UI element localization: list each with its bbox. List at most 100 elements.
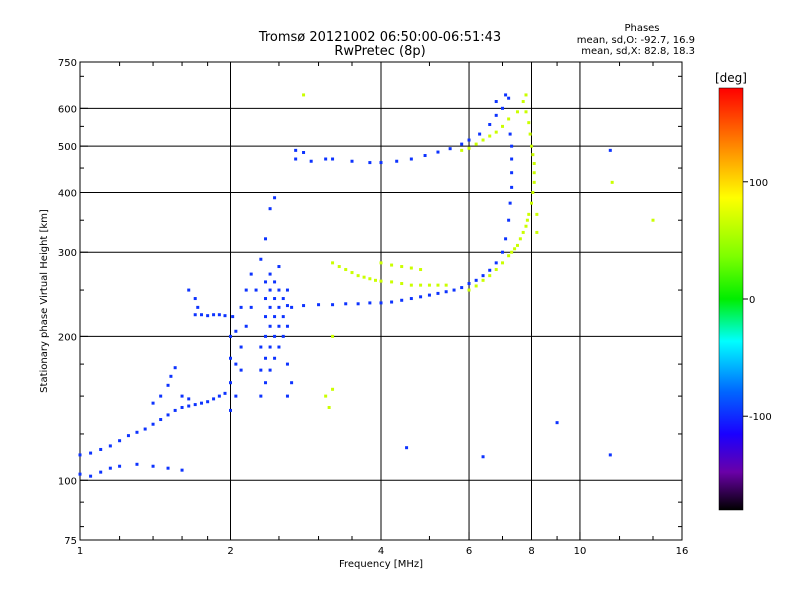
o-mode-point bbox=[501, 106, 505, 110]
x-tick-label: 6 bbox=[466, 546, 472, 557]
o-mode-point bbox=[118, 464, 122, 468]
o-mode-point bbox=[277, 324, 281, 328]
x-mode-point bbox=[390, 280, 394, 284]
o-mode-point bbox=[180, 468, 184, 472]
o-mode-point bbox=[395, 159, 399, 163]
o-mode-point bbox=[460, 286, 464, 290]
o-mode-point bbox=[206, 314, 210, 318]
o-mode-point bbox=[324, 157, 328, 161]
x-mode-point bbox=[501, 124, 505, 128]
o-mode-point bbox=[173, 366, 177, 370]
o-mode-point bbox=[494, 100, 498, 104]
o-mode-point bbox=[467, 282, 471, 286]
data-points bbox=[78, 93, 655, 478]
o-mode-point bbox=[143, 427, 147, 431]
x-mode-point bbox=[331, 261, 335, 265]
o-mode-point bbox=[159, 394, 163, 398]
o-mode-point bbox=[409, 297, 413, 301]
o-mode-point bbox=[268, 368, 272, 372]
x-mode-point bbox=[518, 237, 522, 241]
o-mode-point bbox=[187, 288, 191, 292]
o-mode-point bbox=[488, 123, 492, 127]
o-mode-point bbox=[273, 280, 277, 284]
o-mode-point bbox=[126, 434, 130, 438]
o-mode-point bbox=[273, 315, 277, 319]
o-mode-point bbox=[108, 444, 112, 448]
x-mode-point bbox=[532, 161, 536, 165]
o-mode-point bbox=[344, 302, 348, 306]
minor-ticks bbox=[80, 62, 682, 540]
x-mode-point bbox=[531, 153, 535, 157]
o-mode-point bbox=[281, 297, 285, 301]
o-mode-point bbox=[277, 288, 281, 292]
o-mode-point bbox=[436, 150, 440, 154]
y-tick-label: 500 bbox=[58, 142, 77, 153]
o-mode-point bbox=[229, 334, 232, 338]
o-mode-point bbox=[302, 150, 306, 154]
o-mode-point bbox=[504, 93, 508, 97]
o-mode-point bbox=[200, 401, 204, 405]
o-mode-point bbox=[608, 148, 612, 152]
o-mode-point bbox=[166, 383, 170, 387]
o-mode-point bbox=[223, 391, 227, 395]
y-tick-label: 75 bbox=[64, 536, 77, 547]
y-tick-label: 600 bbox=[58, 104, 77, 115]
x-mode-point bbox=[481, 278, 485, 282]
o-mode-point bbox=[294, 157, 298, 161]
o-mode-point bbox=[99, 470, 103, 474]
o-mode-point bbox=[193, 313, 197, 317]
x-mode-point bbox=[467, 146, 471, 150]
o-mode-point bbox=[501, 250, 505, 254]
o-mode-point bbox=[264, 297, 268, 301]
o-mode-point bbox=[481, 274, 485, 278]
x-mode-point bbox=[521, 230, 525, 234]
x-mode-point bbox=[409, 266, 413, 270]
o-mode-point bbox=[166, 413, 170, 417]
x-mode-point bbox=[531, 190, 535, 194]
o-mode-point bbox=[494, 113, 498, 117]
o-mode-point bbox=[436, 291, 440, 295]
o-mode-point bbox=[212, 313, 216, 317]
o-mode-point bbox=[481, 455, 485, 459]
x-mode-point bbox=[524, 93, 528, 97]
x-mode-point bbox=[530, 201, 533, 205]
o-mode-point bbox=[259, 345, 263, 349]
x-tick-label: 16 bbox=[676, 546, 689, 557]
o-mode-point bbox=[196, 305, 200, 309]
o-mode-point bbox=[294, 148, 298, 152]
x-mode-point bbox=[379, 261, 383, 265]
o-mode-point bbox=[405, 446, 409, 450]
o-mode-point bbox=[244, 288, 248, 292]
colorbar-tick-label: -100 bbox=[749, 412, 772, 423]
x-mode-point bbox=[467, 288, 471, 292]
y-tick-label: 750 bbox=[58, 58, 77, 69]
o-mode-point bbox=[379, 161, 383, 165]
x-mode-point bbox=[444, 283, 448, 287]
x-mode-point bbox=[419, 268, 423, 272]
o-mode-point bbox=[193, 403, 197, 407]
x-mode-point bbox=[368, 277, 372, 281]
o-mode-point bbox=[302, 304, 306, 308]
o-mode-point bbox=[290, 381, 294, 385]
o-mode-point bbox=[504, 237, 508, 241]
x-mode-point bbox=[327, 405, 331, 409]
x-mode-point bbox=[532, 180, 536, 184]
o-mode-point bbox=[273, 297, 277, 301]
o-mode-point bbox=[264, 280, 268, 284]
o-mode-point bbox=[78, 453, 82, 457]
o-mode-point bbox=[488, 268, 492, 272]
o-mode-point bbox=[259, 394, 263, 398]
o-mode-point bbox=[268, 324, 272, 328]
x-mode-point bbox=[510, 250, 514, 254]
o-mode-point bbox=[108, 466, 112, 470]
x-tick-label: 10 bbox=[574, 546, 587, 557]
o-mode-point bbox=[409, 157, 413, 161]
o-mode-point bbox=[317, 303, 321, 307]
x-mode-point bbox=[350, 271, 354, 275]
o-mode-point bbox=[507, 218, 511, 222]
colorbar-tick-label: 0 bbox=[749, 295, 755, 306]
o-mode-point bbox=[268, 345, 272, 349]
x-mode-point bbox=[481, 138, 485, 142]
o-mode-point bbox=[244, 324, 248, 328]
